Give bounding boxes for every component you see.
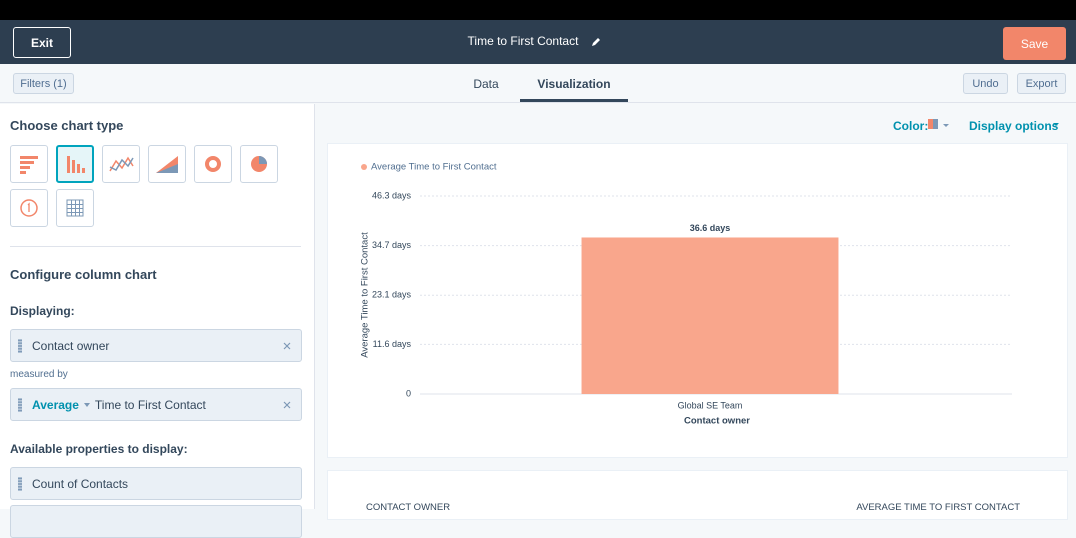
dropdown-caret [83, 402, 90, 407]
chart-card: Average Time to First Contact Average Ti… [327, 143, 1068, 458]
header-bar: Exit Time to First Contact Save [0, 20, 1076, 64]
table-card: CONTACT OWNER AVERAGE TIME TO FIRST CONT… [327, 470, 1068, 520]
section-title: Configure column chart [10, 267, 157, 282]
field-label: measured by [10, 369, 68, 380]
divider [10, 246, 301, 247]
property-name: Contact owner [32, 338, 110, 353]
color-option[interactable]: Color: [893, 119, 929, 133]
report-title: Time to First Contact [467, 34, 579, 48]
data-label: 36.6 days [690, 223, 731, 233]
tab-active[interactable]: Visualization [537, 77, 611, 91]
y-tick-label: 11.6 days [373, 339, 412, 349]
x-axis-title: Contact owner [684, 416, 750, 427]
remove-icon[interactable] [283, 342, 291, 350]
y-axis-title: Average Time to First Contact [360, 232, 371, 358]
y-tick-label: 0 [406, 388, 411, 398]
chart-type-pie[interactable] [240, 145, 278, 183]
property-pill[interactable]: Contact owner [10, 329, 302, 362]
drag-handle [18, 477, 22, 491]
chart: Average Time to First Contact Average Ti… [360, 162, 1012, 427]
legend-label: Average Time to First Contact [371, 162, 497, 173]
drag-handle [18, 339, 22, 353]
dropdown-caret [1053, 123, 1059, 126]
filters-button[interactable]: Filters (1) [13, 73, 74, 94]
measure-pill[interactable]: Average Time to First Contact [10, 388, 302, 421]
color-swatch[interactable] [927, 118, 953, 132]
top-strip [0, 0, 1076, 20]
undo-button[interactable]: Undo [963, 73, 1008, 94]
column-header[interactable]: CONTACT OWNER [366, 502, 451, 513]
edit-icon[interactable] [590, 36, 602, 48]
property-name: Count of Contacts [32, 476, 129, 491]
section-title: Choose chart type [10, 118, 124, 133]
chart-type-table[interactable] [56, 189, 94, 227]
field-label: Available properties to display: [10, 442, 188, 456]
chart-type-column[interactable] [56, 145, 94, 183]
measure-name: Time to First Contact [94, 397, 206, 412]
field-label: Displaying: [10, 304, 75, 318]
tab-underline [520, 99, 628, 102]
chart-type-kpi[interactable] [10, 189, 48, 227]
aggregation-dropdown[interactable]: Average [32, 397, 79, 412]
remove-icon[interactable] [283, 401, 291, 409]
export-button[interactable]: Export [1017, 73, 1066, 94]
y-tick-label: 23.1 days [372, 290, 412, 300]
y-tick-label: 34.7 days [372, 240, 412, 250]
sidebar: Choose chart type Configure column chart… [0, 104, 315, 538]
bar [581, 237, 839, 394]
chart-type-line[interactable] [102, 145, 140, 183]
chart-type-area[interactable] [148, 145, 186, 183]
x-tick-label: Global SE Team [678, 400, 743, 410]
exit-button[interactable]: Exit [13, 27, 71, 58]
toolbar: Filters (1) Data Visualization Undo Expo… [0, 64, 1076, 103]
chart-type-horizontal-bar[interactable] [10, 145, 48, 183]
column-header[interactable]: AVERAGE TIME TO FIRST CONTACT [856, 502, 1020, 513]
tab[interactable]: Data [473, 77, 499, 91]
legend-marker [361, 164, 367, 170]
drag-handle [18, 398, 22, 412]
y-tick-label: 46.3 days [372, 190, 412, 200]
property-pill[interactable]: Count of Contacts [10, 467, 302, 500]
display-options[interactable]: Display options [969, 119, 1059, 133]
chart-type-donut[interactable] [194, 145, 232, 183]
property-pill[interactable] [10, 505, 302, 538]
save-button[interactable]: Save [1003, 27, 1066, 60]
